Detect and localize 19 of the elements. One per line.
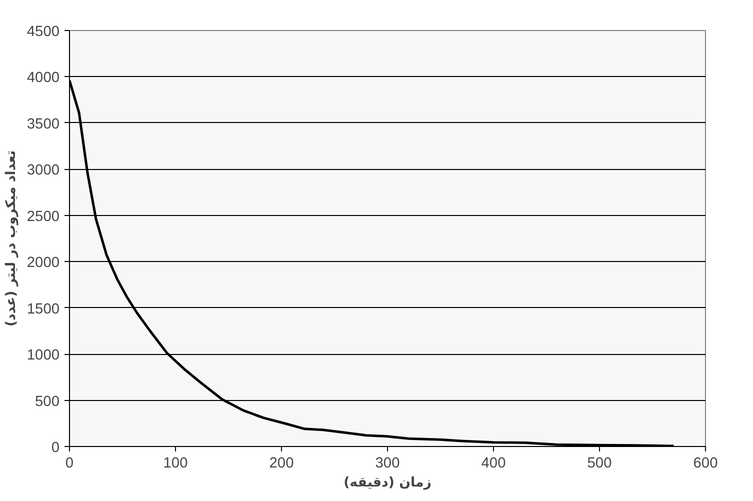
y-tick-label: 1500: [26, 301, 60, 318]
y-tick-label: 3500: [26, 116, 60, 132]
y-tick-label: 2500: [26, 208, 60, 225]
y-tick-label: 2000: [26, 255, 60, 272]
y-axis-title: تعداد میکروب در لیتر (عدد): [4, 150, 19, 327]
y-tick-label: 1000: [26, 348, 60, 364]
y-tick-label: 4000: [26, 70, 60, 86]
x-tick-label: 300: [375, 456, 400, 472]
x-tick-label: 0: [65, 456, 74, 472]
y-tick-label: 0: [51, 440, 60, 456]
y-tick-label: 3000: [26, 162, 60, 179]
x-axis-title: زمان (دقیقه): [344, 476, 432, 490]
x-tick-label: 400: [481, 456, 506, 472]
y-tick-label: 500: [35, 394, 60, 410]
x-tick-label: 200: [269, 456, 294, 472]
x-tick-label: 500: [587, 456, 612, 472]
x-tick-label: 600: [693, 456, 718, 472]
y-tick-label: 4500: [26, 24, 60, 40]
x-tick-label: 100: [163, 456, 188, 472]
